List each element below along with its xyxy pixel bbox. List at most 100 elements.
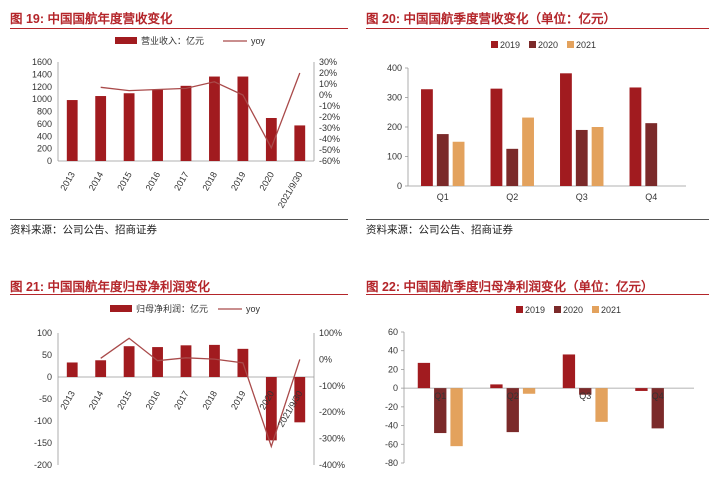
bar	[560, 73, 572, 186]
y-tick-left: 1400	[32, 69, 52, 79]
y-tick-left: 1600	[32, 57, 52, 67]
y-tick: 300	[387, 93, 402, 103]
bar	[579, 388, 592, 395]
legend-label: 2021	[576, 40, 596, 50]
y-tick-left: 1200	[32, 82, 52, 92]
y-tick-left: 0	[47, 372, 52, 382]
x-tick-label: Q3	[576, 192, 588, 202]
y-tick: 200	[387, 122, 402, 132]
y-tick-right: 30%	[319, 57, 337, 67]
y-tick-right: 20%	[319, 68, 337, 78]
bar	[436, 134, 449, 186]
x-tick-label: 2018	[201, 170, 220, 192]
bar	[66, 362, 78, 377]
bar	[629, 87, 642, 186]
x-tick-label: 2019	[229, 170, 248, 192]
y-tick: 60	[388, 327, 398, 337]
bar	[522, 117, 534, 186]
y-tick: -40	[385, 421, 398, 431]
y-tick-left: 1000	[32, 94, 52, 104]
y-tick-left: -150	[34, 438, 52, 448]
title-rule	[10, 294, 348, 295]
x-tick-label: Q4	[645, 192, 657, 202]
bar	[95, 360, 107, 377]
x-tick-label: 2021/9/30	[276, 170, 305, 210]
legend-label-bar: 归母净利润：亿元	[136, 303, 208, 314]
legend-swatch	[491, 41, 498, 48]
y-tick: 20	[388, 364, 398, 374]
x-tick-label: 2017	[172, 389, 191, 411]
y-tick-right: -60%	[319, 156, 340, 166]
legend-label: 2019	[525, 305, 545, 315]
bar	[635, 388, 648, 391]
y-tick: -60	[385, 439, 398, 449]
title-rule	[366, 294, 709, 295]
panel-title: 图 19: 中国国航年度营收变化	[10, 12, 173, 26]
legend-label: 2020	[538, 40, 558, 50]
bar	[180, 345, 192, 377]
x-tick-label: Q3	[579, 391, 591, 401]
title-rule	[10, 28, 348, 29]
y-tick: -20	[385, 402, 398, 412]
y-tick: 100	[387, 152, 402, 162]
y-tick-right: 10%	[319, 79, 337, 89]
x-tick-label: 2020	[257, 170, 276, 192]
legend-swatch-bar	[110, 305, 132, 312]
y-tick-right: -100%	[319, 381, 345, 391]
y-tick-left: 600	[37, 119, 52, 129]
x-tick-label: 2014	[87, 389, 106, 411]
x-tick-label: 2014	[87, 170, 106, 192]
x-tick-label: 2013	[58, 170, 77, 192]
y-tick: 0	[397, 181, 402, 191]
bar	[421, 89, 433, 186]
bar	[66, 100, 78, 161]
bar	[294, 377, 306, 423]
y-tick-left: 0	[47, 156, 52, 166]
y-tick: -80	[385, 458, 398, 468]
y-tick-right: -300%	[319, 434, 345, 444]
panel-fig21: 图 21: 中国国航年度归母净利润变化 归母净利润：亿元 yoy -200 -150 -…	[10, 276, 350, 479]
y-tick-right: -200%	[319, 407, 345, 417]
bar	[522, 388, 536, 394]
panel-title: 图 22: 中国国航季度归母净利润变化（单位：亿元）	[366, 280, 654, 294]
legend-swatch	[554, 306, 561, 313]
legend-label: 2021	[601, 305, 621, 315]
bar	[490, 384, 503, 389]
legend-label-bar: 营业收入：亿元	[141, 35, 204, 46]
y-tick-right: -40%	[319, 134, 340, 144]
bar	[265, 377, 277, 441]
y-tick-right: 0%	[319, 354, 332, 364]
x-tick-label: 2016	[144, 389, 163, 411]
bar	[562, 354, 576, 389]
bar	[152, 89, 163, 161]
bar	[152, 347, 163, 377]
x-tick-label: 2018	[201, 389, 220, 411]
legend-swatch-bar	[115, 37, 137, 44]
bar	[123, 93, 135, 161]
y-tick-left: -200	[34, 460, 52, 470]
chart-fig22: 2019 2020 2021 -80 -60 -40 -20 0 20 40 60 Q1 Q2 Q3 Q4	[385, 305, 694, 468]
x-tick-label: 2015	[115, 389, 134, 411]
y-tick: 400	[387, 63, 402, 73]
legend-label: 2019	[500, 40, 520, 50]
y-tick: 0	[393, 383, 398, 393]
bar	[237, 76, 249, 161]
panel-fig22: 图 22: 中国国航季度归母净利润变化（单位：亿元） 2019 2020 2021 -…	[366, 276, 711, 479]
x-tick-label: Q2	[506, 192, 518, 202]
y-tick-right: -10%	[319, 101, 340, 111]
x-tick-label: 2016	[144, 170, 163, 192]
x-tick-label: Q1	[437, 192, 449, 202]
legend-label: 2020	[563, 305, 583, 315]
y-tick-left: 200	[37, 144, 52, 154]
bar	[123, 346, 135, 377]
bar	[434, 388, 447, 434]
bar	[209, 344, 220, 377]
source-rule	[10, 219, 348, 220]
legend-swatch	[529, 41, 536, 48]
panel-title: 图 21: 中国国航年度归母净利润变化	[10, 280, 211, 294]
legend-label-line: yoy	[251, 36, 266, 46]
y-tick-left: 50	[42, 350, 52, 360]
bar	[651, 388, 664, 429]
y-tick-right: -400%	[319, 460, 345, 470]
bar	[490, 88, 503, 186]
